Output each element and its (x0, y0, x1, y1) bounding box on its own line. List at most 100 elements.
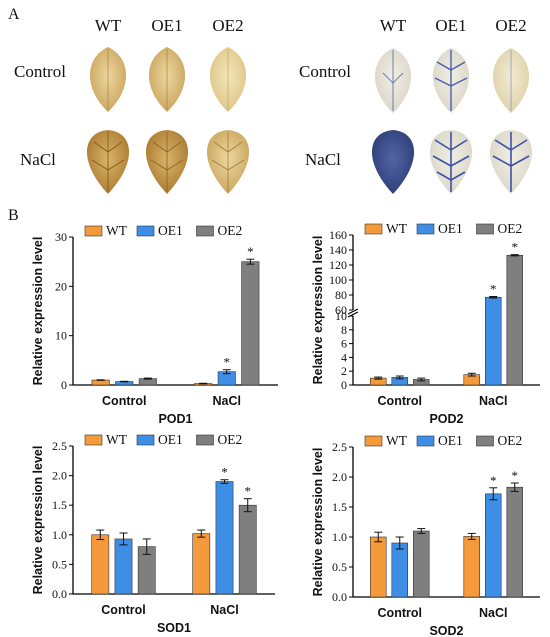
leaf-col-label: WT (379, 16, 407, 35)
bar (215, 481, 234, 595)
y-tick-label: 0 (61, 378, 67, 392)
x-tick-label: Control (101, 603, 145, 617)
leaf-image (429, 130, 473, 194)
chart-title: SOD2 (429, 624, 463, 637)
leaf-col-label: OE1 (435, 16, 467, 35)
significance-mark: * (490, 282, 497, 297)
leaf-row-label: NaCl (305, 150, 341, 169)
legend-label: OE2 (498, 221, 523, 236)
y-tick-label: 1.5 (332, 500, 347, 514)
leaf-image (374, 48, 412, 113)
x-tick-label: NaCl (210, 603, 238, 617)
chart-sod2: 0.0 0.5 1.0 1.5 2.0 2.5 Relative expression le… (311, 433, 540, 637)
panel-a-label: A (8, 6, 20, 23)
significance-mark: * (221, 465, 228, 480)
y-tick-label: 30 (55, 230, 67, 244)
y-tick-label: 0.5 (52, 557, 67, 571)
y-axis-label: Relative expression level (31, 237, 45, 386)
y-tick-label: 120 (329, 258, 347, 272)
y-tick-label: 2.5 (52, 439, 67, 453)
y-tick-label: 0.0 (52, 587, 67, 601)
leaf-image (209, 47, 247, 112)
legend-swatch (84, 434, 103, 446)
y-tick-label: 2 (341, 364, 347, 378)
chart-sod1: 0.0 0.5 1.0 1.5 2.0 2.5 Relative expression le… (31, 432, 275, 635)
legend-label: OE2 (218, 223, 243, 238)
legend-swatch (136, 225, 155, 237)
y-tick-label: 10 (55, 329, 67, 343)
leaf-image (489, 130, 533, 194)
leaf-image (89, 47, 127, 112)
legend-swatch (84, 225, 103, 237)
x-tick-label: NaCl (479, 394, 507, 408)
y-tick-label: 0 (341, 378, 347, 392)
legend-label: WT (106, 432, 128, 447)
leaf-image (371, 130, 415, 194)
y-tick-label: 1.5 (52, 498, 67, 512)
leaf-row-label: Control (299, 62, 351, 81)
nbt-staining-panel: WT OE1 OE2 Control NaCl (275, 0, 550, 210)
dab-staining-panel: WT OE1 OE2 Control NaCl (0, 0, 275, 210)
leaf-image (86, 130, 130, 194)
legend-swatch (416, 223, 435, 235)
bar (192, 533, 211, 595)
dab-leaf-images (86, 47, 250, 194)
leaf-col-label: OE1 (151, 16, 183, 35)
y-tick-label: 2.0 (332, 470, 347, 484)
significance-mark: * (244, 484, 251, 499)
legend-swatch (196, 434, 214, 446)
legend-label: WT (106, 223, 128, 238)
leaf-col-label: WT (94, 16, 122, 35)
y-tick-label: 60 (335, 303, 347, 317)
bar (238, 504, 257, 595)
bar (485, 493, 502, 598)
leaf-col-label: OE2 (495, 16, 527, 35)
bar (506, 254, 524, 386)
leaf-col-label: OE2 (212, 16, 244, 35)
chart-title: SOD1 (157, 621, 191, 635)
x-tick-label: Control (102, 394, 146, 408)
y-tick-label: 6 (341, 337, 347, 351)
legend-label: OE1 (158, 223, 183, 238)
bar (463, 536, 480, 598)
y-tick-label: 80 (335, 288, 347, 302)
y-tick-label: 160 (329, 228, 347, 242)
axis-break-mark (347, 308, 359, 315)
leaf-image (206, 130, 250, 194)
y-tick-label: 4 (341, 350, 347, 364)
panel-b-label: B (8, 207, 19, 224)
significance-mark: * (490, 473, 497, 488)
y-tick-label: 100 (329, 273, 347, 287)
x-tick-label: Control (378, 606, 422, 620)
y-tick-label: 1.0 (52, 528, 67, 542)
legend-label: OE1 (158, 432, 183, 447)
bar (413, 530, 430, 598)
leaf-image (432, 48, 470, 113)
leaf-row-label: NaCl (20, 150, 56, 169)
legend-label: OE2 (218, 432, 243, 447)
y-tick-label: 8 (341, 323, 347, 337)
legend-swatch (196, 225, 214, 237)
leaf-image (145, 130, 189, 194)
bar (241, 261, 260, 386)
legend-swatch (476, 223, 494, 235)
legend-swatch (364, 435, 383, 447)
significance-mark: * (512, 240, 519, 255)
x-tick-label: Control (378, 394, 422, 408)
significance-mark: * (224, 355, 231, 370)
y-tick-label: 10 (335, 309, 347, 323)
y-tick-label: 0.5 (332, 560, 347, 574)
bar (91, 534, 110, 595)
legend-label: OE2 (498, 433, 523, 448)
legend-label: OE1 (438, 221, 463, 236)
y-tick-label: 1.0 (332, 530, 347, 544)
y-tick-label: 2.5 (332, 440, 347, 454)
bar (485, 296, 502, 386)
nbt-leaf-images (371, 48, 533, 194)
leaf-image (492, 48, 530, 113)
x-tick-label: NaCl (479, 606, 507, 620)
bar (369, 536, 387, 598)
significance-mark: * (247, 244, 254, 259)
chart-pod1: 0 10 20 30 Relative expression level Control *… (31, 223, 278, 426)
